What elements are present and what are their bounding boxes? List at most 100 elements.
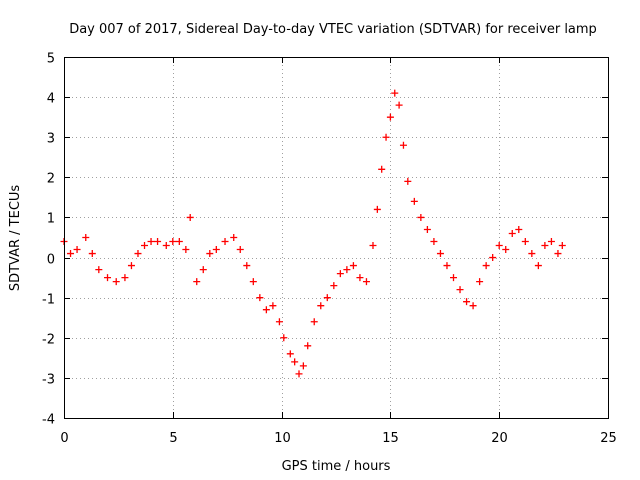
data-point [221,238,229,246]
data-point [558,242,566,250]
data-point [127,262,135,270]
data-point [554,250,562,258]
data-point [391,89,399,97]
data-point [489,254,497,262]
y-tick-label: -1 [42,293,55,308]
data-point [373,205,381,213]
data-point [73,246,81,254]
y-axis-label: SDTVAR / TECUs [8,185,23,292]
data-point [249,278,257,286]
data-point [67,250,75,258]
data-point [534,262,542,270]
data-point [323,294,331,302]
data-point [121,274,129,282]
y-tick-label: 4 [47,92,55,107]
data-point [476,278,484,286]
x-tick-label: 20 [491,431,508,446]
data-point [502,246,510,254]
data-point [469,302,477,310]
data-point [508,229,516,237]
data-point [299,362,307,370]
data-point [269,302,277,310]
data-point [243,262,251,270]
chart-title: Day 007 of 2017, Sidereal Day-to-day VTE… [69,22,597,37]
data-point [528,250,536,258]
data-point [280,334,288,342]
data-point [423,225,431,233]
data-point [230,234,238,241]
data-point [182,246,190,254]
data-point [378,165,386,173]
data-point [541,242,549,250]
data-point [286,350,294,358]
plot-frame [64,57,609,419]
data-point [95,266,103,274]
data-point [236,246,244,254]
x-tick-label: 10 [274,431,291,446]
data-point [395,101,403,109]
data-point [262,306,270,314]
data-point [104,274,112,282]
data-point [193,278,201,286]
x-tick-label: 0 [60,431,68,446]
y-tick-label: 3 [47,132,55,147]
data-point [482,262,490,270]
data-point [147,238,155,246]
data-point [349,262,357,270]
data-point [310,318,318,326]
data-point [515,225,523,233]
data-point [162,242,170,250]
y-tick-label: 2 [47,172,55,187]
data-point [410,197,418,205]
data-point [291,358,299,366]
data-point [169,238,177,246]
data-point [404,177,412,185]
y-tick-label: 1 [47,212,55,227]
y-tick-label: -2 [42,333,55,348]
data-point [88,250,96,258]
x-tick-label: 15 [382,431,399,446]
grid [64,57,608,418]
data-point [295,370,303,378]
x-tick-label: 25 [600,431,617,446]
data-point [456,286,464,294]
data-point [430,238,438,246]
data-point [463,298,471,306]
data-point [417,213,425,221]
data-point [256,294,264,302]
data-point [154,238,162,246]
y-tick-label: 0 [47,253,55,268]
data-point [304,342,312,350]
data-point [369,242,377,250]
data-point [356,274,364,282]
data-point [521,238,529,246]
y-tick-label: 5 [47,52,55,67]
data-point [336,270,344,278]
data-point [330,282,338,290]
data-point [112,278,120,286]
data-point [141,242,149,250]
data-point [450,274,458,282]
x-axis-label: GPS time / hours [282,459,391,474]
x-tick-label: 5 [169,431,177,446]
data-point [343,266,351,274]
data-point [186,213,194,221]
data-point [134,250,142,258]
data-point [382,133,390,141]
data-point [443,262,451,270]
data-points [60,89,566,378]
data-point [212,246,220,254]
data-point [82,234,90,241]
data-point [275,318,283,326]
data-point [199,266,207,274]
data-point [362,278,370,286]
data-point [206,250,214,258]
axes: 0 5 10 15 20 25 -4 -3 -2 -1 0 1 2 3 4 5 [42,52,617,447]
data-point [399,141,407,149]
data-point [317,302,325,310]
y-tick-label: -4 [42,413,55,428]
data-point [436,250,444,258]
data-point [386,113,394,121]
data-point [175,238,183,246]
